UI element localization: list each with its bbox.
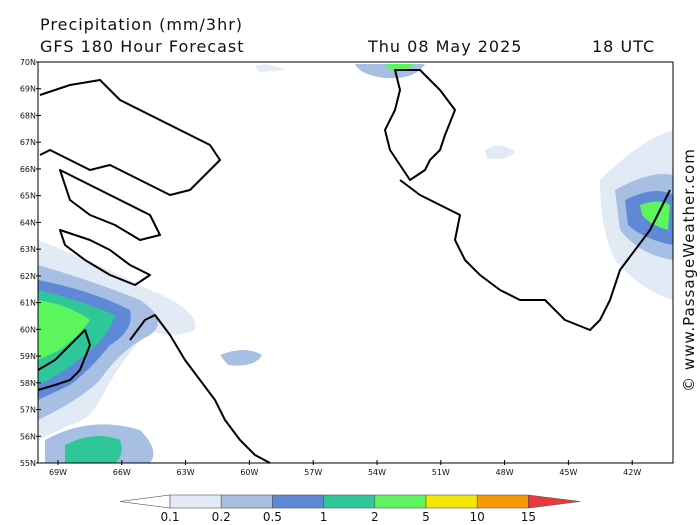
lat-label: 67N <box>20 138 36 147</box>
colorbar-segment <box>323 494 376 509</box>
lon-label: 60W <box>240 468 258 477</box>
lat-label: 65N <box>20 192 36 201</box>
colorbar-label: 2 <box>371 510 379 524</box>
colorbar-label: 5 <box>422 510 430 524</box>
lon-label: 45W <box>559 468 577 477</box>
colorbar: 0.1 0.2 0.5 1 2 5 10 15 <box>119 494 581 524</box>
colorbar-label: 0.2 <box>212 510 231 524</box>
colorbar-segment <box>220 494 273 509</box>
lat-label: 64N <box>20 218 36 227</box>
watermark: © www.PassageWeather.com <box>680 148 698 392</box>
lat-label: 56N <box>20 432 36 441</box>
lat-label: 60N <box>20 325 36 334</box>
lat-label: 69N <box>20 85 36 94</box>
lat-label: 62N <box>20 272 36 281</box>
lon-label: 66W <box>113 468 131 477</box>
colorbar-label: 15 <box>521 510 536 524</box>
lon-label: 63W <box>177 468 195 477</box>
lat-label: 58N <box>20 379 36 388</box>
colorbar-segment <box>169 494 222 509</box>
lon-label: 48W <box>496 468 514 477</box>
lat-label: 55N <box>20 459 36 468</box>
lat-label: 68N <box>20 111 36 120</box>
lat-label: 66N <box>20 165 36 174</box>
lat-label: 57N <box>20 406 36 415</box>
axes: 70N 69N 68N 67N 66N 65N 64N 63N 62N 61N 60N 59N 58N 5… <box>20 58 642 477</box>
lon-label: 51W <box>432 468 450 477</box>
coastlines <box>37 69 671 464</box>
lat-label: 59N <box>20 352 36 361</box>
colorbar-label: 10 <box>470 510 485 524</box>
colorbar-segment <box>374 494 427 509</box>
map-background <box>38 62 673 463</box>
colorbar-segment <box>425 494 478 509</box>
time: 18 UTC <box>592 37 655 56</box>
subtitle: GFS 180 Hour Forecast <box>40 37 245 56</box>
colorbar-cap <box>528 494 581 509</box>
colorbar-cap <box>119 494 171 509</box>
colorbar-segment <box>476 494 529 509</box>
lat-label: 63N <box>20 245 36 254</box>
map <box>37 61 674 464</box>
lon-label: 54W <box>368 468 386 477</box>
title: Precipitation (mm/3hr) <box>40 15 243 34</box>
lon-label: 57W <box>304 468 322 477</box>
lon-label: 69W <box>49 468 67 477</box>
lat-label: 61N <box>20 299 36 308</box>
colorbar-label: 1 <box>320 510 328 524</box>
colorbar-label: 0.1 <box>160 510 179 524</box>
map-frame <box>37 61 674 464</box>
date: Thu 08 May 2025 <box>367 37 522 56</box>
colorbar-label: 0.5 <box>263 510 282 524</box>
lon-label: 42W <box>623 468 641 477</box>
colorbar-segment <box>272 494 324 509</box>
lat-label: 70N <box>20 58 36 67</box>
